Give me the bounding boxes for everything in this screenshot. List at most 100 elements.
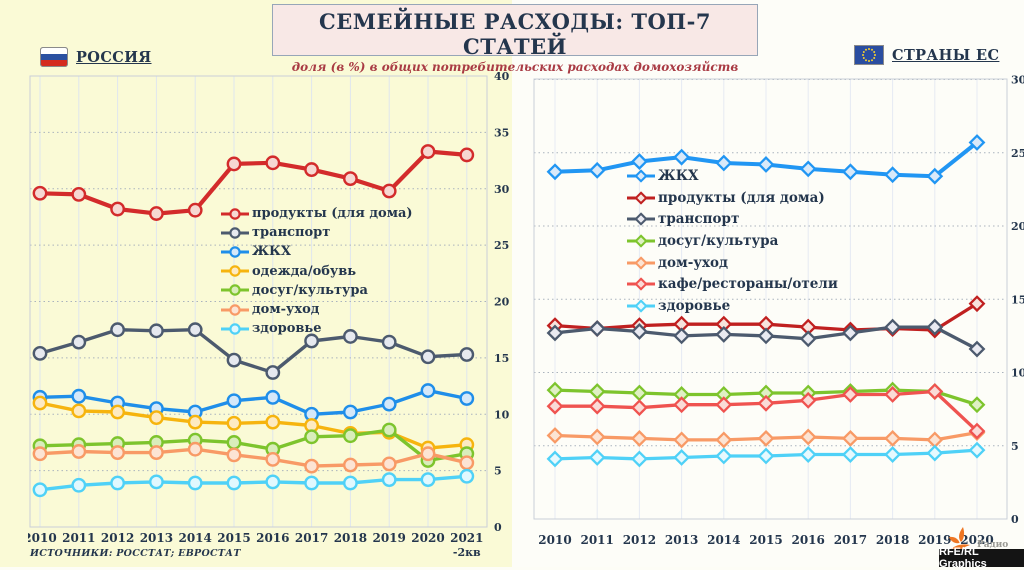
eu-legend-label: досуг/культура: [658, 232, 779, 249]
eu-header: СТРАНЫ ЕС: [854, 45, 999, 65]
svg-text:2017: 2017: [295, 531, 328, 545]
eu-series-ЖКХ: [546, 134, 986, 185]
russia-legend-label: транспорт: [252, 225, 331, 241]
svg-text:2021: 2021: [450, 531, 483, 545]
svg-text:30: 30: [1011, 74, 1024, 87]
russia-legend-item: дом-уход: [221, 300, 413, 319]
svg-text:0: 0: [494, 521, 502, 534]
eu-legend-item: ЖКХ: [627, 165, 838, 187]
eu-flag-icon: [854, 45, 884, 65]
russia-legend-label: одежда/обувь: [252, 263, 357, 279]
russia-legend: продукты (для дома) транспорт ЖКХ одежда/об…: [221, 204, 413, 338]
russia-legend-label: дом-уход: [252, 302, 320, 318]
eu-legend-label: ЖКХ: [658, 167, 699, 184]
russia-legend-item: ЖКХ: [221, 242, 413, 261]
eu-legend-marker-icon: [627, 169, 655, 183]
russia-legend-marker-icon: [221, 207, 249, 220]
svg-text:15: 15: [494, 352, 509, 365]
eu-series-здоровье: [546, 441, 986, 468]
russia-legend-item: одежда/обувь: [221, 262, 413, 281]
russia-legend-marker-icon: [221, 246, 249, 258]
svg-text:35: 35: [494, 126, 509, 139]
eu-legend-item: продукты (для дома): [627, 187, 838, 209]
svg-text:15: 15: [1011, 293, 1024, 306]
svg-text:2014: 2014: [707, 533, 740, 547]
svg-text:2010: 2010: [28, 531, 57, 545]
eu-legend-item: транспорт: [627, 208, 838, 230]
svg-text:10: 10: [1011, 367, 1024, 380]
eu-legend-marker-icon: [627, 190, 655, 205]
eu-legend-label: кафе/рестораны/отели: [658, 276, 838, 293]
svg-text:2020: 2020: [411, 531, 444, 545]
svg-text:10: 10: [494, 408, 510, 421]
svg-text:2016: 2016: [256, 531, 289, 545]
eu-series-кафе/рестораны/отели: [546, 383, 986, 440]
russia-legend-item: досуг/культура: [221, 281, 413, 300]
title-box: СЕМЕЙНЫЕ РАСХОДЫ: ТОП-7 СТАТЕЙ доля (в %…: [272, 4, 758, 74]
svg-text:20: 20: [1011, 220, 1024, 233]
page-title: СЕМЕЙНЫЕ РАСХОДЫ: ТОП-7 СТАТЕЙ: [319, 9, 711, 59]
russia-legend-marker-icon: [221, 284, 249, 297]
eu-legend-marker-icon: [627, 234, 655, 248]
svg-text:25: 25: [1011, 147, 1024, 160]
svg-text:2013: 2013: [140, 531, 173, 545]
russia-legend-label: здоровье: [252, 321, 322, 337]
svg-text:40: 40: [494, 70, 510, 83]
russia-y-axis-labels: 0 5 10 15 20 25 30 35 40: [494, 70, 510, 534]
russia-plot-border: [29, 75, 488, 528]
eu-legend-item: досуг/культура: [627, 230, 838, 252]
eu-legend-item: кафе/рестораны/отели: [627, 273, 838, 295]
eu-legend-marker-icon: [627, 299, 655, 313]
svg-text:2018: 2018: [876, 533, 909, 547]
russia-legend-item: здоровье: [221, 319, 413, 338]
svg-text:2012: 2012: [101, 531, 134, 545]
svg-text:0: 0: [1011, 513, 1019, 526]
svg-text:2010: 2010: [538, 533, 571, 547]
eu-line-chart: 0 5 10 15 20 25 30 2010 2011 2012 2013 2014 2015 2016…: [533, 74, 1024, 547]
russia-last-category-note: -2кв: [453, 546, 481, 559]
russia-line-chart: 0 5 10 15 20 25 30 35 40 2010 2011 2012 2013 2014 2015…: [28, 70, 510, 559]
russia-series-продукты (для дома): [32, 144, 475, 221]
eu-legend-marker-icon: [627, 277, 655, 291]
svg-text:2015: 2015: [749, 533, 782, 547]
page-subtitle: доля (в %) в общих потребительских расхо…: [291, 60, 739, 74]
eu-plot-border: [533, 78, 1008, 520]
svg-text:2011: 2011: [580, 533, 613, 547]
eu-legend-item: дом-уход: [627, 252, 838, 274]
svg-text:2015: 2015: [217, 531, 250, 545]
eu-legend-label: дом-уход: [658, 254, 729, 271]
russia-legend-item: продукты (для дома): [221, 204, 413, 223]
svg-text:2014: 2014: [178, 531, 211, 545]
russia-label: РОССИЯ: [76, 48, 152, 66]
russia-series-ЖКХ: [32, 383, 475, 422]
svg-text:2016: 2016: [791, 533, 824, 547]
svg-text:2018: 2018: [334, 531, 367, 545]
svg-text:30: 30: [494, 183, 510, 196]
svg-text:25: 25: [494, 239, 509, 252]
eu-legend-marker-icon: [627, 255, 655, 270]
eu-x-axis-labels: 2010 2011 2012 2013 2014 2015 2016 2017 2018 2019…: [538, 533, 993, 547]
russia-series-дом-уход: [32, 441, 475, 474]
russia-legend-label: досуг/культура: [252, 282, 368, 298]
svg-text:2019: 2019: [918, 533, 951, 547]
russia-legend-label: продукты (для дома): [252, 206, 413, 222]
eu-legend-label: продукты (для дома): [658, 189, 825, 206]
svg-text:20: 20: [494, 296, 510, 309]
svg-text:2013: 2013: [665, 533, 698, 547]
svg-text:2012: 2012: [623, 533, 656, 547]
russia-legend-marker-icon: [221, 227, 249, 239]
sources-note: ИСТОЧНИКИ: РОССТАТ; ЕВРОСТАТ: [30, 548, 241, 559]
russia-header: РОССИЯ: [40, 47, 152, 67]
eu-legend-marker-icon: [627, 212, 655, 226]
svg-text:5: 5: [494, 465, 502, 478]
eu-legend-label: здоровье: [658, 297, 731, 314]
russia-x-axis-labels: 2010 2011 2012 2013 2014 2015 2016 2017 2018 2019…: [28, 531, 484, 559]
russia-legend-marker-icon: [221, 265, 249, 277]
russia-legend-marker-icon: [221, 303, 249, 316]
eu-stars: [862, 48, 876, 62]
russia-flag-icon: [40, 47, 68, 67]
russia-legend-item: транспорт: [221, 223, 413, 242]
svg-text:2017: 2017: [834, 533, 867, 547]
svg-text:2020: 2020: [960, 533, 993, 547]
svg-text:5: 5: [1011, 440, 1019, 453]
